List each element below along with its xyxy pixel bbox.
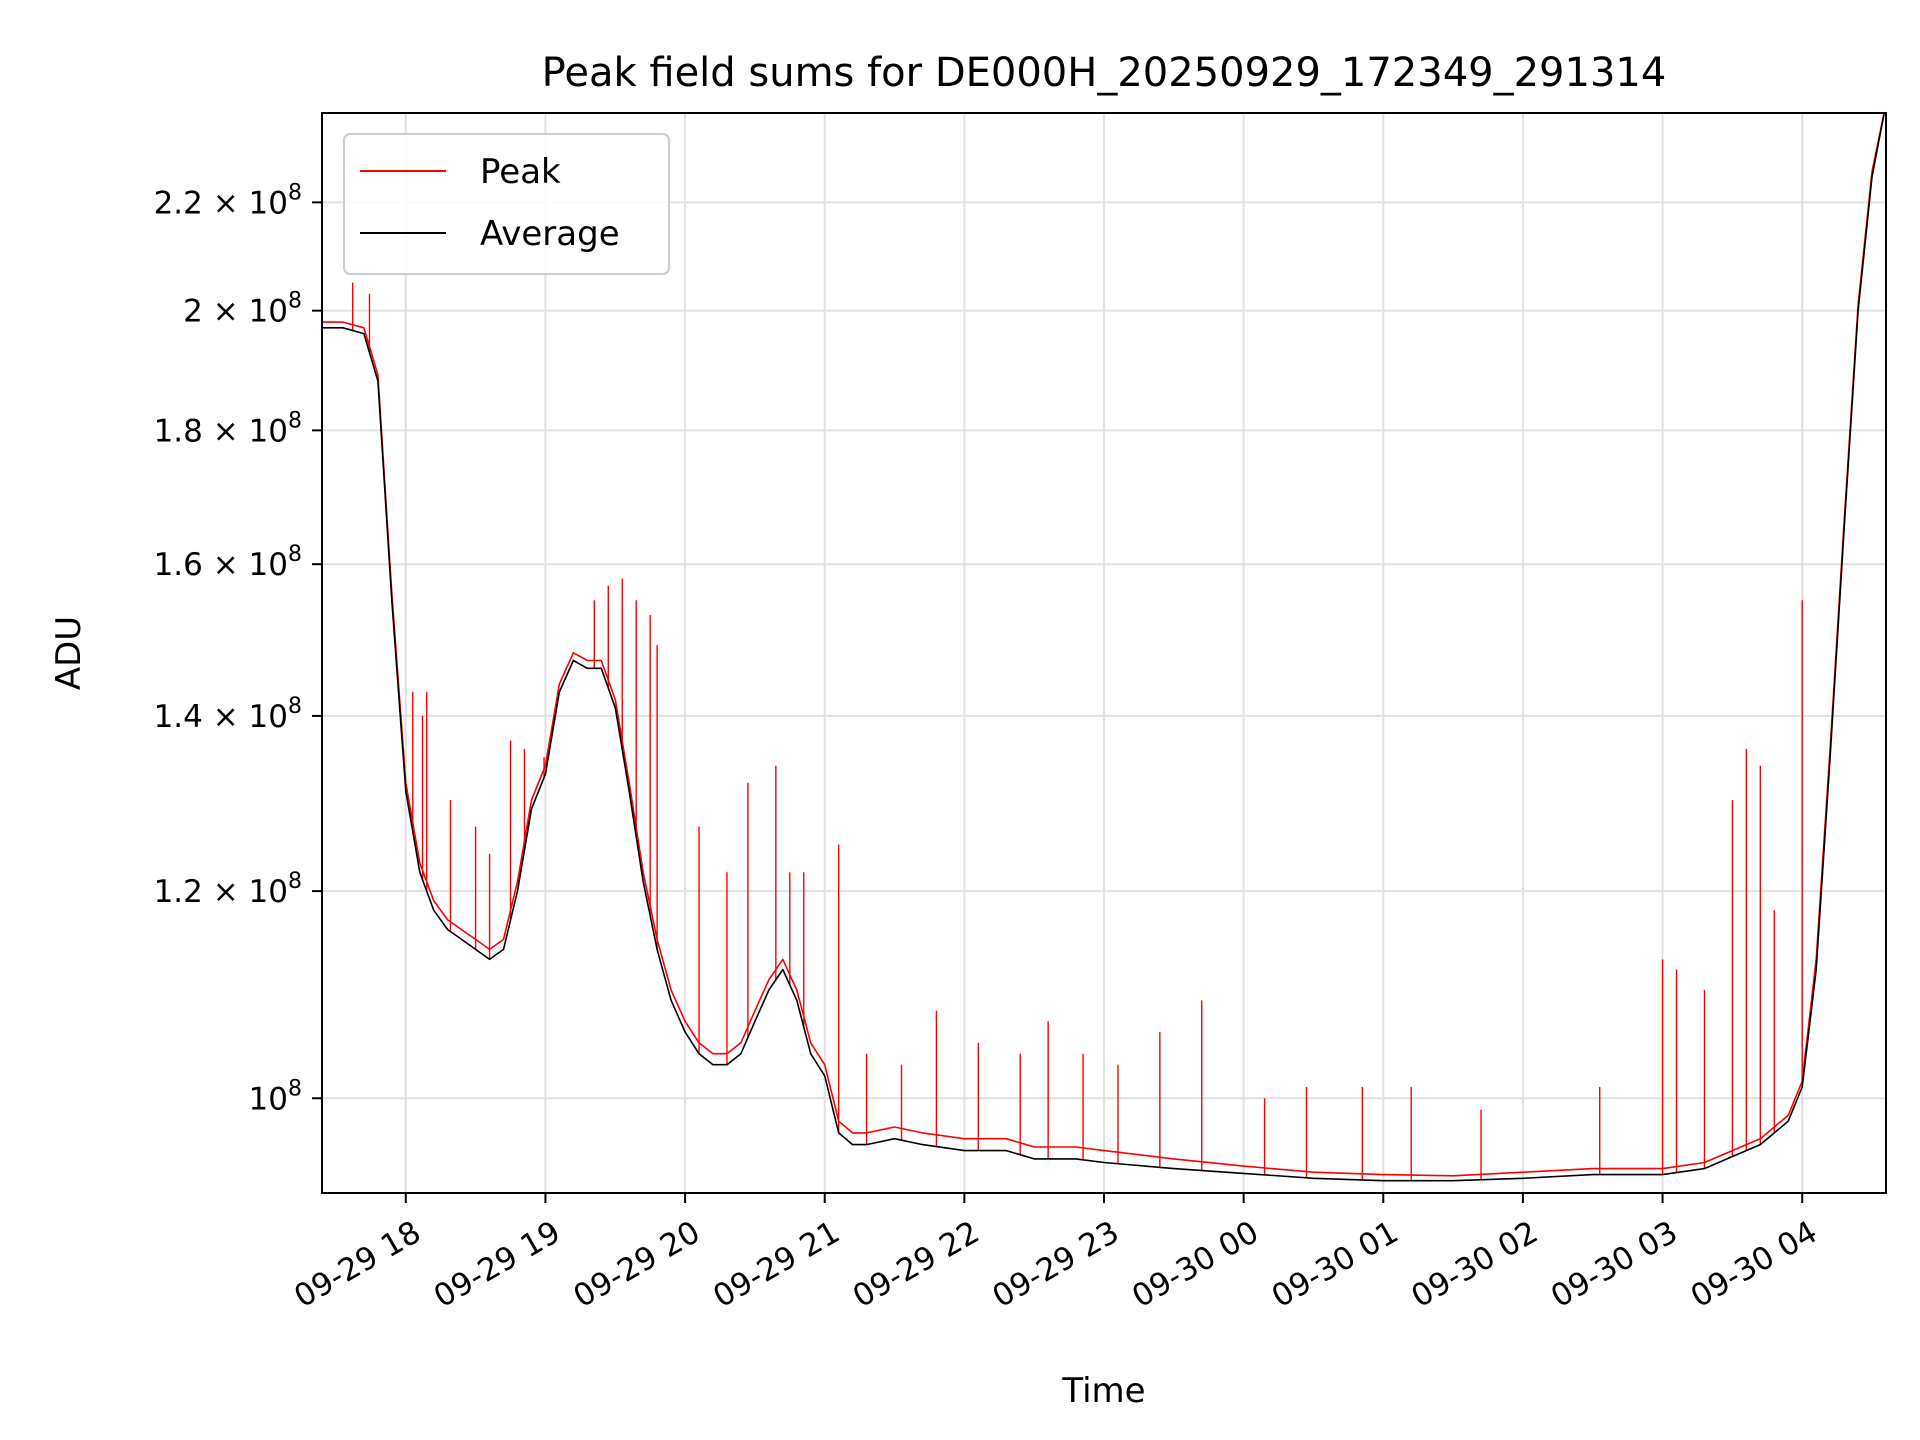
chart-title: Peak field sums for DE000H_20250929_1723…	[542, 50, 1667, 96]
y-tick-label: 2 × 108	[183, 289, 302, 330]
y-tick-label: 1.4 × 108	[154, 694, 302, 735]
y-tick-label: 108	[249, 1076, 302, 1117]
plot-frame	[321, 112, 1887, 1194]
x-axis-label: Time	[1061, 1371, 1145, 1411]
y-tick-label: 1.8 × 108	[154, 408, 302, 449]
y-tick-label: 1.2 × 108	[154, 869, 302, 910]
y-tick-label: 1.6 × 108	[154, 542, 302, 583]
series-line-average	[322, 113, 1885, 1182]
legend-peak-label: Peak	[480, 152, 561, 192]
y-tick-label: 2.2 × 108	[154, 180, 302, 221]
legend-box	[343, 133, 670, 275]
y-axis-label: ADU	[49, 616, 89, 690]
legend: Peak Average	[343, 133, 670, 275]
plot-lines	[322, 113, 1885, 1182]
legend-average-label: Average	[480, 214, 620, 254]
